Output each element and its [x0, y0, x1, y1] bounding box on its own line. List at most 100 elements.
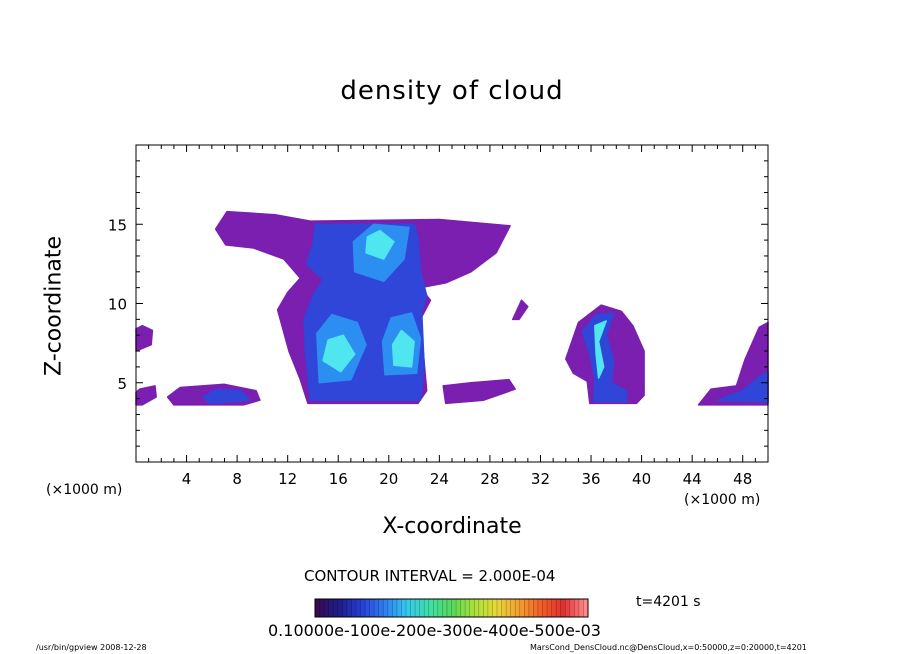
colorbar-swatch — [501, 599, 507, 617]
colorbar-swatch — [565, 599, 571, 617]
colorbar-swatch — [551, 599, 557, 617]
colorbar-swatch — [369, 599, 375, 617]
colorbar-swatch — [406, 599, 412, 617]
colorbar-labels: 0.10000e-100e-200e-300e-400e-500e-03 — [268, 621, 601, 640]
colorbar-swatch — [319, 599, 325, 617]
colorbar-swatch — [460, 599, 466, 617]
x-tick-label: 12 — [278, 470, 297, 488]
y-axis-ticks: 5 10 15 — [108, 160, 768, 447]
colorbar-swatch — [419, 599, 425, 617]
colorbar-swatch — [492, 599, 498, 617]
colorbar-swatch — [569, 599, 575, 617]
colorbar-swatch — [328, 599, 334, 617]
x-tick-label: 48 — [733, 470, 752, 488]
x-axis-unit-right: (×1000 m) — [684, 492, 761, 508]
colorbar-swatch — [383, 599, 389, 617]
colorbar-swatch — [497, 599, 503, 617]
x-axis-label: X-coordinate — [382, 514, 522, 539]
colorbar-swatch — [556, 599, 562, 617]
colorbar-swatch — [519, 599, 525, 617]
colorbar-swatch — [583, 599, 589, 617]
colorbar-swatch — [355, 599, 361, 617]
density-region-low — [442, 378, 516, 405]
colorbar-swatch — [515, 599, 521, 617]
colorbar-swatch — [324, 599, 330, 617]
colorbar-swatch — [396, 599, 402, 617]
colorbar-swatch — [483, 599, 489, 617]
density-region-high — [322, 334, 356, 373]
x-tick-label: 4 — [182, 470, 192, 488]
density-region-high — [391, 329, 415, 368]
colorbar-swatch — [333, 599, 339, 617]
density-region-mid_low — [202, 388, 251, 405]
density-region-high — [594, 320, 607, 379]
colorbar-swatch — [351, 599, 357, 617]
density-region-high — [365, 229, 395, 260]
colorbar-swatch — [346, 599, 352, 617]
contour-interval-note: CONTOUR INTERVAL = 2.000E-04 — [304, 567, 556, 585]
colorbar-swatch — [410, 599, 416, 617]
x-tick-label: 8 — [232, 470, 242, 488]
colorbar-swatch — [415, 599, 421, 617]
colorbar-swatch — [428, 599, 434, 617]
colorbar-swatch — [578, 599, 584, 617]
colorbar-swatch — [547, 599, 553, 617]
plot-frame — [135, 144, 769, 463]
colorbar-swatch — [533, 599, 539, 617]
colorbar-swatch — [378, 599, 384, 617]
x-tick-label: 28 — [480, 470, 499, 488]
chart-title: density of cloud — [340, 76, 564, 106]
colorbar-swatch — [446, 599, 452, 617]
x-tick-label: 20 — [379, 470, 398, 488]
colorbar-swatch — [337, 599, 343, 617]
colorbar-swatch — [524, 599, 530, 617]
colorbar-swatch — [342, 599, 348, 617]
colorbar — [314, 598, 589, 618]
colorbar-swatch — [456, 599, 462, 617]
colorbar-swatch — [433, 599, 439, 617]
density-region-mid_low — [716, 370, 769, 403]
density-region-mid_low — [581, 312, 628, 403]
colorbar-swatch — [387, 599, 393, 617]
density-region-low — [135, 324, 154, 352]
x-axis-unit-left: (×1000 m) — [46, 482, 123, 498]
colorbar-swatch — [442, 599, 448, 617]
x-axis-ticks: 4 8 12 16 20 24 28 32 36 40 44 48 — [148, 145, 756, 488]
x-tick-label: 16 — [329, 470, 348, 488]
colorbar-swatch — [437, 599, 443, 617]
colorbar-swatch — [392, 599, 398, 617]
density-region-low — [511, 299, 529, 321]
colorbar-swatch — [451, 599, 457, 617]
colorbar-swatch — [401, 599, 407, 617]
colorbar-swatch — [574, 599, 580, 617]
footer-program-date: /usr/bin/gpview 2008-12-28 — [36, 643, 147, 652]
colorbar-swatch — [365, 599, 371, 617]
footer-dataset-info: MarsCond_DensCloud.nc@DensCloud,x=0:5000… — [530, 643, 807, 652]
y-axis-label: Z-coordinate — [41, 236, 67, 376]
colorbar-swatch — [506, 599, 512, 617]
x-tick-label: 40 — [632, 470, 651, 488]
y-tick-label: 5 — [117, 375, 127, 393]
x-tick-label: 32 — [531, 470, 550, 488]
x-tick-label: 44 — [683, 470, 702, 488]
colorbar-swatch — [315, 599, 321, 617]
colorbar-swatch — [560, 599, 566, 617]
colorbar-swatch — [542, 599, 548, 617]
colorbar-frame — [314, 598, 589, 618]
colorbar-swatch — [465, 599, 471, 617]
colorbar-swatch — [374, 599, 380, 617]
time-label: t=4201 s — [636, 594, 701, 610]
colorbar-swatch — [510, 599, 516, 617]
colorbar-swatch — [474, 599, 480, 617]
cloud-density-fields — [135, 210, 769, 406]
colorbar-swatch — [478, 599, 484, 617]
colorbar-swatch — [487, 599, 493, 617]
colorbar-swatch — [528, 599, 534, 617]
x-tick-label: 36 — [581, 470, 600, 488]
x-tick-label: 24 — [430, 470, 449, 488]
colorbar-swatch — [469, 599, 475, 617]
colorbar-swatch — [537, 599, 543, 617]
colorbar-swatch — [360, 599, 366, 617]
y-tick-label: 10 — [108, 296, 127, 314]
